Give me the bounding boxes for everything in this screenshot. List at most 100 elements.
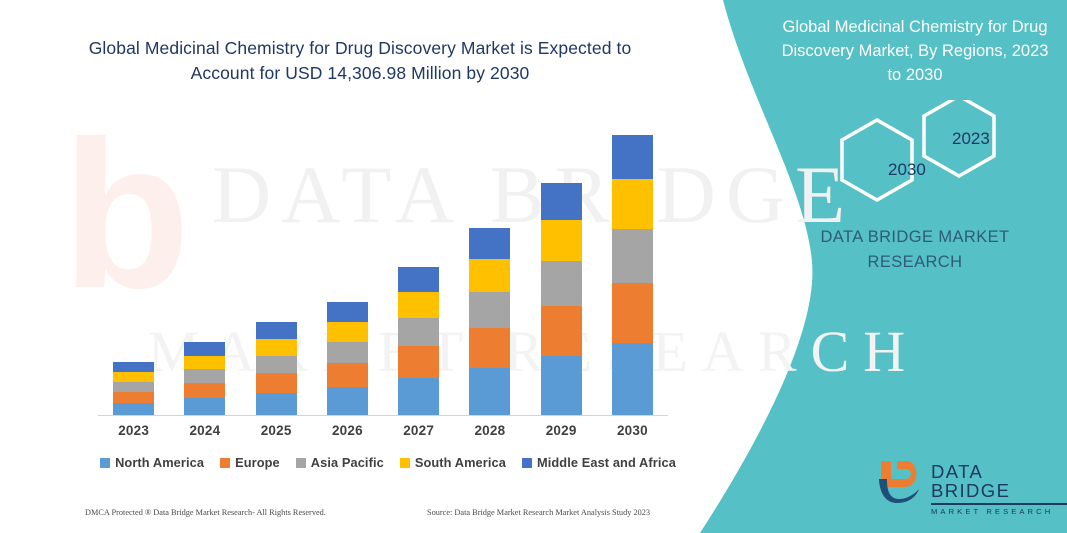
hexagon-badges: 2023 2030 bbox=[800, 100, 1030, 205]
bar-segment bbox=[255, 355, 297, 374]
chart-panel: Global Medicinal Chemistry for Drug Disc… bbox=[0, 38, 700, 526]
x-axis-label-2023: 2023 bbox=[118, 423, 150, 438]
bar-segment bbox=[469, 367, 511, 415]
bar-segment bbox=[398, 291, 440, 319]
bar-segment bbox=[540, 182, 582, 220]
footer-copyright: DMCA Protected ® Data Bridge Market Rese… bbox=[85, 508, 326, 517]
bar-segment bbox=[611, 135, 653, 180]
chart-title: Global Medicinal Chemistry for Drug Disc… bbox=[88, 38, 632, 84]
footer: DMCA Protected ® Data Bridge Market Rese… bbox=[0, 506, 700, 526]
legend-label: Europe bbox=[235, 455, 280, 470]
bar-segment bbox=[326, 363, 368, 387]
bar-column bbox=[526, 120, 597, 415]
bar-segment bbox=[540, 261, 582, 306]
bar-stack-2024 bbox=[184, 342, 226, 415]
legend-label: North America bbox=[115, 455, 205, 470]
bar-segment bbox=[469, 292, 511, 328]
bar-segment bbox=[255, 321, 297, 339]
bar-segment bbox=[540, 305, 582, 356]
x-axis-label-2026: 2026 bbox=[331, 423, 363, 438]
data-bridge-logo: DATA BRIDGE MARKET RESEARCH bbox=[875, 455, 1067, 515]
bar-group bbox=[98, 120, 668, 415]
logo-sub-text: MARKET RESEARCH bbox=[931, 506, 1054, 516]
bar-segment bbox=[326, 342, 368, 364]
bar-segment bbox=[611, 229, 653, 283]
brand-block-text: DATA BRIDGE MARKET RESEARCH bbox=[820, 228, 1010, 271]
bar-stack-2023 bbox=[113, 361, 155, 415]
x-axis-label-2028: 2028 bbox=[474, 423, 506, 438]
bar-stack-2030 bbox=[611, 135, 653, 415]
legend-label: Asia Pacific bbox=[310, 455, 384, 470]
logo-wordmark: DATA BRIDGE MARKET RESEARCH bbox=[931, 461, 1067, 516]
bar-column bbox=[597, 120, 668, 415]
legend-item[interactable]: Asia Pacific bbox=[295, 455, 384, 470]
x-axis-label-2030: 2030 bbox=[616, 423, 648, 438]
x-axis-label-2027: 2027 bbox=[403, 423, 435, 438]
footer-source: Source: Data Bridge Market Research Mark… bbox=[427, 508, 651, 517]
x-axis-label-2024: 2024 bbox=[189, 423, 221, 438]
bar-segment bbox=[184, 369, 226, 383]
bar-segment bbox=[611, 342, 653, 415]
bar-segment bbox=[326, 387, 368, 415]
bar-column bbox=[454, 120, 525, 415]
bar-segment bbox=[184, 382, 226, 399]
bar-segment bbox=[255, 373, 297, 393]
bar-segment bbox=[113, 381, 155, 393]
bar-stack-2029 bbox=[540, 182, 582, 415]
bar-column bbox=[169, 120, 240, 415]
bar-segment bbox=[398, 346, 440, 378]
bar-segment bbox=[540, 355, 582, 415]
bar-column bbox=[312, 120, 383, 415]
bar-segment bbox=[611, 179, 653, 230]
bar-segment bbox=[113, 403, 155, 415]
legend-label: Middle East and Africa bbox=[536, 455, 676, 470]
side-panel-content: Global Medicinal Chemistry for Drug Disc… bbox=[760, 0, 1067, 533]
legend-swatch-icon bbox=[220, 457, 231, 468]
legend-swatch-icon bbox=[399, 457, 410, 468]
bar-segment bbox=[113, 361, 155, 372]
bar-column bbox=[98, 120, 169, 415]
legend-item[interactable]: Europe bbox=[220, 455, 280, 470]
bar-segment bbox=[113, 392, 155, 404]
legend-label: South America bbox=[414, 455, 506, 470]
bar-segment bbox=[469, 258, 511, 292]
bar-segment bbox=[326, 321, 368, 343]
bar-segment bbox=[540, 219, 582, 262]
bar-segment bbox=[398, 377, 440, 415]
bar-segment bbox=[326, 302, 368, 322]
legend-item[interactable]: South America bbox=[399, 455, 506, 470]
bar-segment bbox=[184, 355, 226, 370]
legend-item[interactable]: North America bbox=[100, 455, 204, 470]
bar-stack-2025 bbox=[255, 321, 297, 415]
bar-segment bbox=[184, 342, 226, 356]
bar-segment bbox=[398, 318, 440, 347]
side-panel-title: Global Medicinal Chemistry for Drug Disc… bbox=[781, 18, 1049, 84]
bar-column bbox=[241, 120, 312, 415]
bar-segment bbox=[469, 228, 511, 259]
bar-segment bbox=[611, 282, 653, 343]
x-axis-label-2025: 2025 bbox=[260, 423, 292, 438]
logo-b-icon bbox=[875, 459, 923, 505]
bar-column bbox=[383, 120, 454, 415]
x-axis-line bbox=[98, 415, 668, 416]
bar-segment bbox=[113, 371, 155, 382]
hexagon-label-2023: 2023 bbox=[952, 129, 990, 148]
bar-stack-2028 bbox=[469, 228, 511, 415]
bar-segment bbox=[469, 327, 511, 368]
bar-stack-2027 bbox=[398, 267, 440, 415]
chart-legend: North America Europe Asia Pacific South Ame… bbox=[98, 455, 678, 470]
legend-item[interactable]: Middle East and Africa bbox=[521, 455, 676, 470]
plot-area bbox=[98, 120, 668, 416]
x-axis-label-2029: 2029 bbox=[545, 423, 577, 438]
bar-stack-2026 bbox=[326, 302, 368, 415]
legend-swatch-icon bbox=[295, 457, 306, 468]
bar-segment bbox=[255, 338, 297, 356]
bar-segment bbox=[184, 398, 226, 415]
x-axis-labels: 2023 2024 2025 2026 2027 2028 2029 2030 bbox=[98, 423, 668, 438]
logo-main-text: DATA BRIDGE bbox=[931, 461, 1011, 501]
legend-swatch-icon bbox=[521, 457, 532, 468]
bar-segment bbox=[398, 267, 440, 292]
legend-swatch-icon bbox=[100, 457, 111, 468]
logo-divider bbox=[931, 503, 1067, 505]
